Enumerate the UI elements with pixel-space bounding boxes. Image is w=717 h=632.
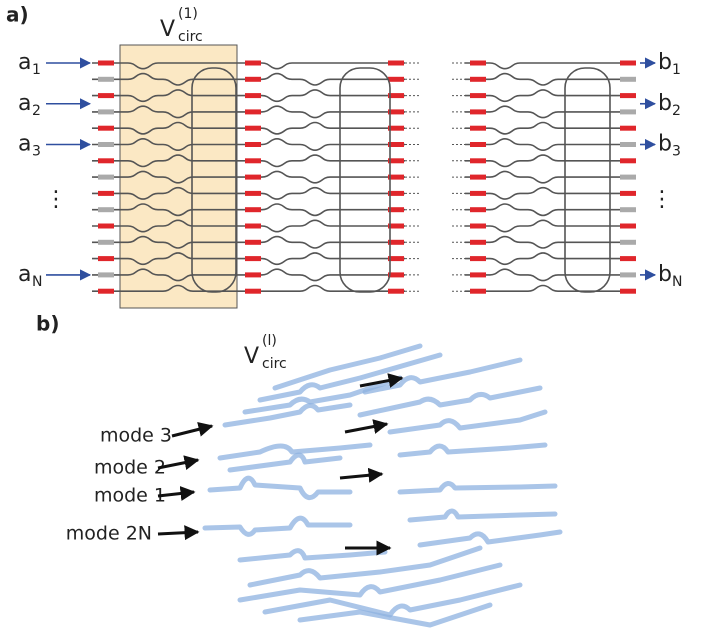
ellipsis: ⋮ [45,187,67,212]
mode-label: mode 2 [94,457,166,479]
mode-label: mode 3 [100,425,172,447]
block-base: V [160,17,175,42]
block-sup: (l) [262,333,277,349]
port-base: a [18,262,31,287]
port-base: a [18,132,31,157]
port-base: b [658,91,672,116]
block-base: V [244,344,259,369]
mode-labels: mode 3 mode 2 mode 1 mode 2N [66,425,212,545]
port-sub: 3 [672,144,681,160]
mesh-3d [205,346,560,625]
ellipsis: ⋮ [651,187,673,212]
block-sub: circ [178,29,203,45]
mode-arrow [172,426,212,436]
port-sub: 1 [672,62,681,78]
port-base: a [18,91,31,116]
port-sub: N [672,274,682,290]
mode-arrow [158,532,198,534]
port-base: b [658,262,672,287]
panel-label: a) [6,3,29,27]
port-base: b [658,132,672,157]
waveguide [465,285,635,291]
port-base: b [658,50,672,75]
port-sub: 2 [672,103,681,119]
block-sub: circ [262,356,287,372]
port-base: a [18,50,31,75]
waveguide [465,63,635,69]
mode-label: mode 1 [94,485,166,507]
figure: a) V (1) circ a1a2a3aNb1b2b3bN ⋮ ⋮ b) V … [0,0,717,632]
port-sub: 2 [32,103,41,119]
port-sub: 1 [32,62,41,78]
mode-label: mode 2N [66,523,152,545]
panel-label: b) [36,312,59,336]
port-sub: N [32,274,42,290]
block-sup: (1) [178,6,198,22]
port-sub: 3 [32,144,41,160]
